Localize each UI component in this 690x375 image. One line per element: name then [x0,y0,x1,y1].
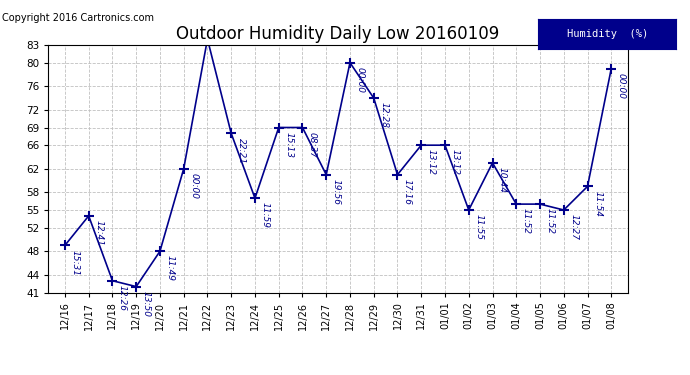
Text: 12:41: 12:41 [95,220,103,246]
Text: 11:49: 11:49 [166,255,175,281]
Text: 11:55: 11:55 [474,214,483,240]
Text: 10:44: 10:44 [498,167,507,193]
Text: 13:12: 13:12 [451,149,460,176]
Text: 15:13: 15:13 [284,132,293,158]
Text: 00:00: 00:00 [617,73,626,99]
Text: 11:52: 11:52 [546,208,555,234]
Text: 15:31: 15:31 [70,249,79,276]
Text: 12:26: 12:26 [118,285,127,311]
Text: 11:59: 11:59 [261,202,270,228]
Text: 19:56: 19:56 [332,179,341,205]
Text: 13:50: 13:50 [141,291,150,317]
Text: 11:54: 11:54 [593,190,602,217]
Text: 00:00: 00:00 [189,173,198,199]
Text: 00:00: 00:00 [355,67,364,93]
Text: 12:28: 12:28 [380,102,388,128]
Text: 13:12: 13:12 [427,149,436,176]
Title: Outdoor Humidity Daily Low 20160109: Outdoor Humidity Daily Low 20160109 [177,26,500,44]
Text: 22:21: 22:21 [237,138,246,164]
Text: Copyright 2016 Cartronics.com: Copyright 2016 Cartronics.com [2,13,154,23]
Text: 16:26: 16:26 [0,374,1,375]
Text: 17:16: 17:16 [403,179,412,205]
Text: 11:52: 11:52 [522,208,531,234]
Text: 12:27: 12:27 [569,214,578,240]
Text: Humidity  (%): Humidity (%) [566,29,648,39]
Text: 08:37: 08:37 [308,132,317,158]
